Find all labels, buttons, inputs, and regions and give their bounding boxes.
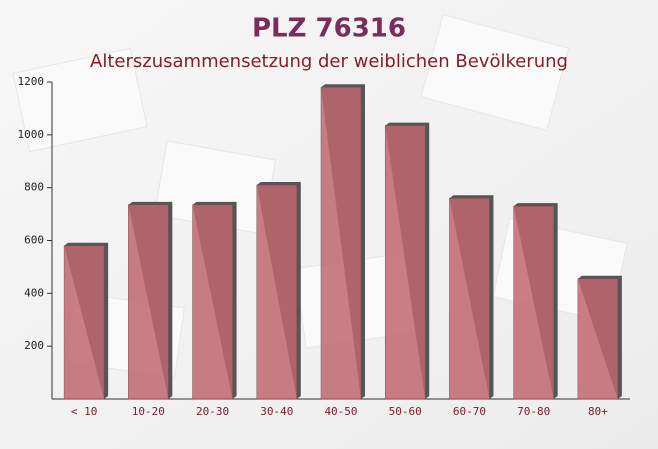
x-tick-label: 10-20	[132, 405, 165, 418]
x-tick-label: 70-80	[517, 405, 550, 418]
bar	[513, 205, 554, 400]
x-tick-label: < 10	[71, 405, 98, 418]
y-tick-label: 800	[24, 181, 44, 194]
x-tick-label: 40-50	[324, 405, 357, 418]
bar	[320, 87, 362, 400]
x-tick-label: 80+	[588, 405, 608, 418]
chart-title: PLZ 76316	[252, 14, 406, 44]
y-tick-label: 1200	[18, 75, 45, 88]
bar	[128, 204, 169, 400]
bar	[256, 184, 298, 400]
x-tick-label: 20-30	[196, 405, 229, 418]
y-tick-label: 200	[24, 339, 44, 352]
chart-subtitle: Alterszusammensetzung der weiblichen Bev…	[90, 51, 568, 72]
x-tick-label: 60-70	[453, 405, 486, 418]
y-tick-label: 400	[24, 286, 44, 299]
bar	[192, 204, 233, 400]
y-tick-label: 600	[24, 234, 44, 247]
bar	[384, 125, 426, 400]
bar	[63, 245, 105, 400]
bar	[577, 278, 619, 400]
x-tick-label: 30-40	[260, 405, 293, 418]
y-tick-label: 1000	[18, 128, 45, 141]
x-tick-label: 50-60	[389, 405, 422, 418]
bar	[449, 197, 490, 400]
